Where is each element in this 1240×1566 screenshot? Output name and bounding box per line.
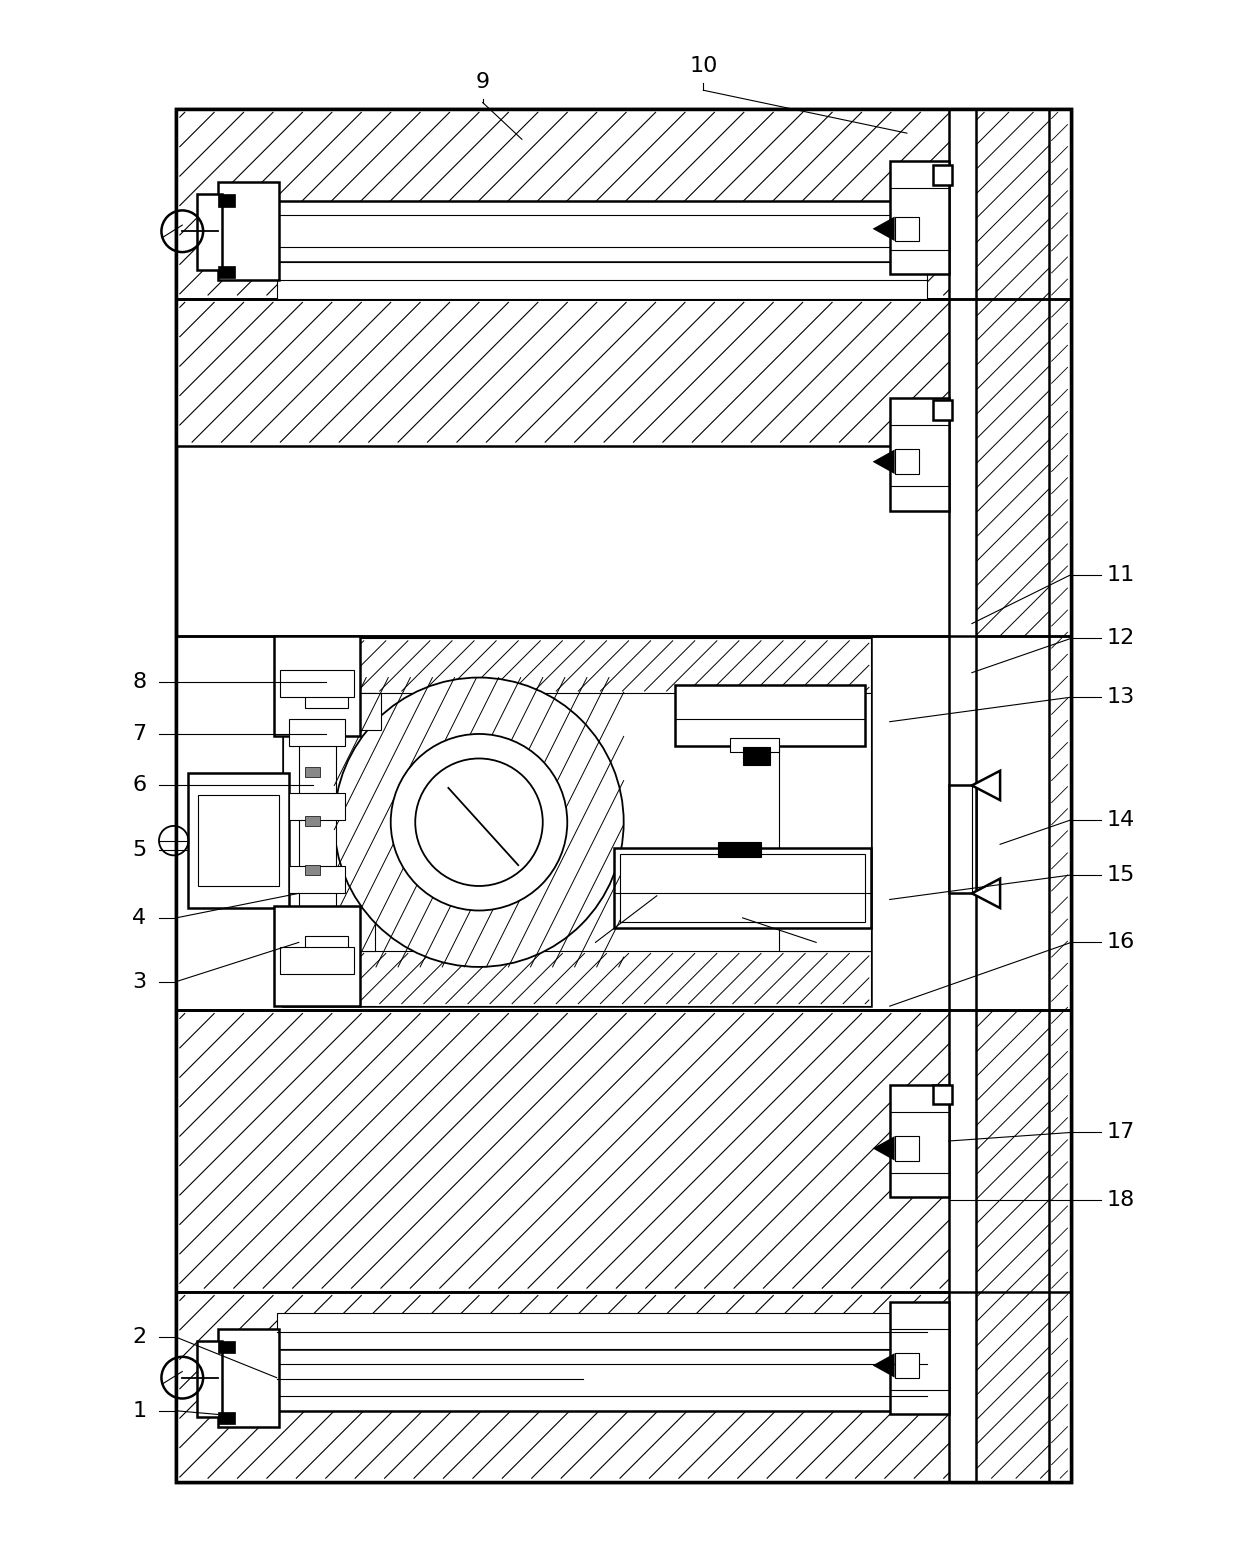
Text: 17: 17	[1106, 1123, 1135, 1143]
Bar	[176, 108, 1071, 299]
Bar	[894, 1135, 919, 1160]
Bar	[176, 108, 1071, 1481]
Bar	[620, 853, 866, 921]
Bar	[305, 694, 347, 708]
Text: 8: 8	[133, 672, 146, 692]
Text: 15: 15	[1106, 864, 1135, 885]
Bar	[176, 636, 1071, 1010]
Text: 5: 5	[133, 841, 146, 860]
Bar	[305, 936, 347, 951]
Polygon shape	[972, 879, 1001, 908]
Bar	[1049, 108, 1071, 1481]
Text: 10: 10	[689, 56, 718, 75]
Bar	[218, 1413, 236, 1423]
Bar	[305, 767, 320, 777]
Bar	[280, 670, 353, 697]
Text: 14: 14	[1106, 810, 1135, 830]
Bar	[614, 847, 872, 927]
Bar	[283, 694, 374, 951]
Bar	[890, 1085, 949, 1198]
Bar	[949, 810, 976, 869]
Bar	[198, 796, 279, 886]
Text: 9: 9	[476, 72, 490, 92]
Bar	[176, 1010, 1071, 1292]
Bar	[890, 398, 949, 511]
Bar	[675, 684, 866, 747]
Bar	[176, 1292, 1071, 1481]
Bar	[949, 108, 976, 1481]
Bar	[932, 164, 952, 185]
Bar	[289, 792, 346, 819]
Bar	[932, 1085, 952, 1104]
Bar	[890, 161, 949, 274]
Bar	[743, 747, 770, 764]
Bar	[932, 401, 952, 420]
Bar	[277, 1350, 926, 1411]
Bar	[973, 108, 1071, 1481]
Text: 6: 6	[133, 775, 146, 796]
Bar	[283, 694, 381, 730]
Bar	[218, 266, 236, 277]
Bar	[718, 843, 761, 857]
Bar	[894, 216, 919, 241]
Bar	[894, 449, 919, 474]
Text: 18: 18	[1106, 1190, 1135, 1211]
Bar	[218, 1340, 236, 1353]
Text: 2: 2	[133, 1328, 146, 1347]
Bar	[274, 636, 360, 736]
Bar	[973, 636, 1071, 1010]
Circle shape	[415, 758, 543, 886]
Bar	[305, 816, 320, 825]
Polygon shape	[873, 1135, 894, 1160]
Bar	[283, 639, 872, 694]
Text: 4: 4	[133, 908, 146, 929]
Text: 1: 1	[133, 1400, 146, 1420]
Bar	[274, 905, 360, 1005]
Bar	[289, 719, 346, 747]
Bar	[277, 262, 926, 299]
Text: 3: 3	[133, 971, 146, 991]
Bar	[299, 713, 336, 944]
Text: 12: 12	[1106, 628, 1135, 648]
Bar	[277, 200, 926, 262]
Bar	[890, 1301, 949, 1414]
Bar	[277, 1312, 926, 1350]
Bar	[218, 1328, 279, 1427]
Circle shape	[391, 734, 567, 910]
Bar	[188, 774, 289, 908]
Bar	[197, 1340, 222, 1417]
Bar	[218, 194, 236, 207]
Bar	[176, 108, 1071, 1481]
Text: 13: 13	[1106, 687, 1135, 708]
Bar	[283, 951, 872, 1005]
Bar	[218, 182, 279, 280]
Bar	[289, 866, 346, 893]
Bar	[280, 947, 353, 974]
Bar	[197, 194, 222, 271]
Bar	[283, 639, 872, 1005]
Polygon shape	[873, 216, 894, 241]
Text: 11: 11	[1106, 565, 1135, 584]
Text: 16: 16	[1106, 932, 1135, 952]
Circle shape	[335, 678, 624, 966]
Text: 7: 7	[133, 723, 146, 744]
Polygon shape	[873, 1353, 894, 1378]
Polygon shape	[873, 449, 894, 474]
Bar	[305, 864, 320, 875]
Bar	[176, 299, 1071, 446]
Bar	[894, 1353, 919, 1378]
Bar	[949, 786, 976, 893]
Polygon shape	[972, 770, 1001, 800]
Bar	[780, 694, 872, 951]
Bar	[730, 738, 780, 752]
